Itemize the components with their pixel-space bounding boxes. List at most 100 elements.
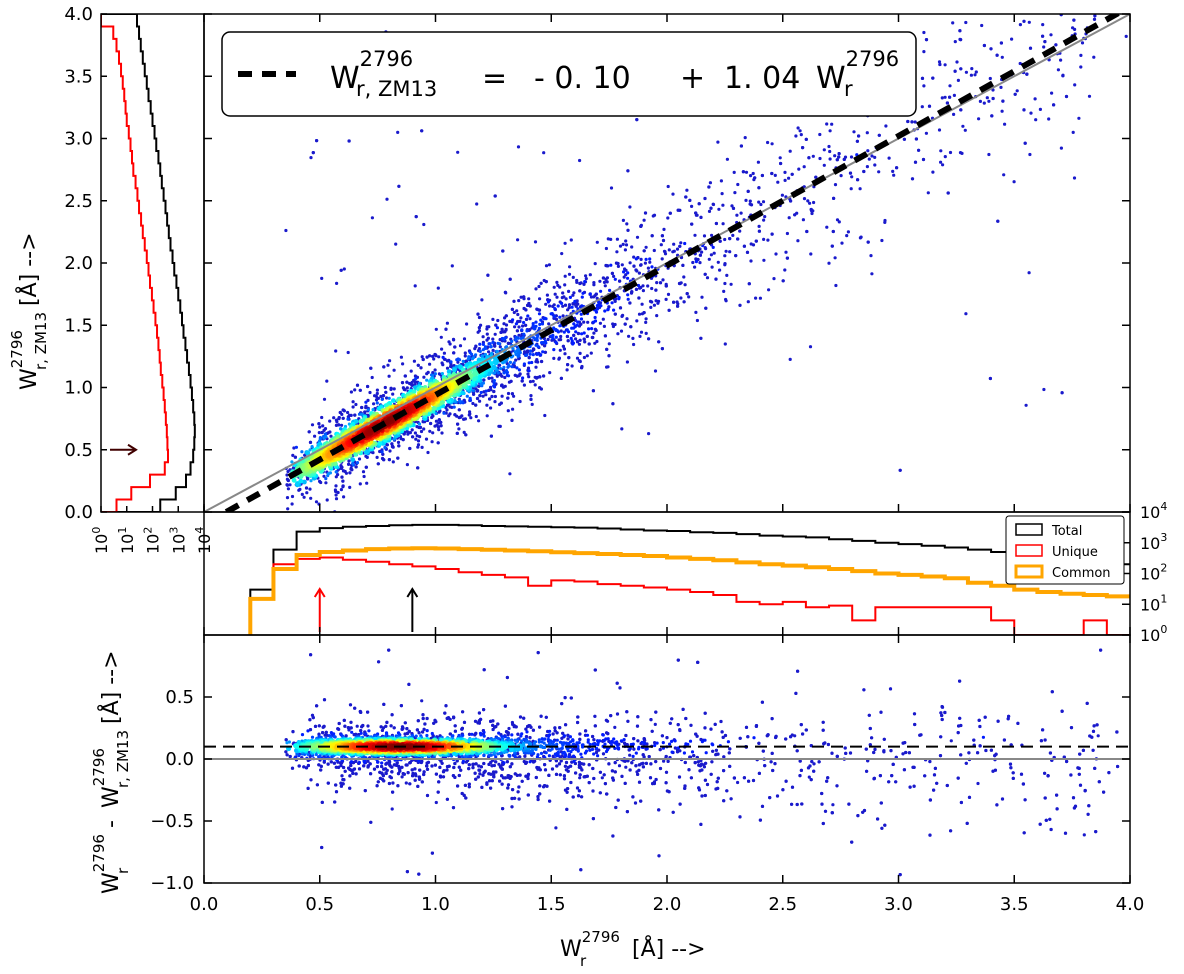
scatter-point xyxy=(723,733,728,738)
scatter-point xyxy=(913,120,917,124)
scatter-point xyxy=(521,324,525,328)
scatter-point xyxy=(527,375,531,379)
scatter-point xyxy=(1001,99,1005,103)
scatter-point xyxy=(536,797,540,802)
scatter-point xyxy=(1038,107,1042,111)
scatter-point xyxy=(598,321,603,325)
scatter-point xyxy=(798,129,802,133)
scatter-point xyxy=(972,738,976,742)
scatter-point xyxy=(884,124,888,128)
scatter-point xyxy=(833,183,838,187)
scatter-point xyxy=(349,390,353,394)
scatter-point xyxy=(720,192,724,196)
scatter-point xyxy=(617,764,622,768)
scatter-point xyxy=(814,175,818,179)
scatter-point xyxy=(518,399,522,404)
scatter-point xyxy=(628,301,632,305)
scatter-point xyxy=(437,355,441,359)
scatter-point xyxy=(431,371,435,375)
scatter-point xyxy=(544,715,548,719)
scatter-point xyxy=(778,156,782,160)
scatter-point xyxy=(410,380,414,384)
scatter-point xyxy=(865,165,870,169)
scatter-point xyxy=(920,76,925,80)
scatter-point xyxy=(348,485,352,489)
scatter-point xyxy=(906,119,910,124)
scatter-point xyxy=(329,434,333,438)
scatter-point xyxy=(547,263,552,267)
scatter-point xyxy=(711,245,715,249)
scatter-point xyxy=(538,297,542,301)
scatter-point xyxy=(671,192,675,196)
scatter-point xyxy=(828,149,832,154)
scatter-point xyxy=(434,419,438,423)
scatter-point xyxy=(704,306,708,310)
scatter-point xyxy=(1013,92,1017,96)
scatter-point xyxy=(682,300,686,304)
scatter-point xyxy=(458,415,462,419)
scatter-point xyxy=(558,348,562,352)
scatter-point xyxy=(679,241,683,245)
scatter-point xyxy=(483,352,488,357)
scatter-point xyxy=(744,198,748,202)
scatter-point xyxy=(938,62,942,67)
scatter-point xyxy=(724,297,728,302)
scatter-point xyxy=(1054,43,1058,47)
scatter-point xyxy=(491,317,495,321)
scatter-point xyxy=(416,439,421,443)
scatter-point xyxy=(510,392,514,396)
scatter-point xyxy=(579,317,584,321)
scatter-point xyxy=(661,238,666,243)
scatter-point xyxy=(563,283,567,287)
left-hist-plot-area xyxy=(101,14,204,512)
scatter-point xyxy=(474,414,478,419)
scatter-point xyxy=(591,389,596,393)
scatter-point xyxy=(647,432,651,436)
scatter-point xyxy=(504,323,509,327)
scatter-point xyxy=(707,185,711,189)
scatter-point xyxy=(366,724,370,728)
scatter-point xyxy=(666,292,671,296)
scatter-point xyxy=(603,284,607,288)
scatter-point xyxy=(521,376,525,380)
scatter-point xyxy=(632,342,636,347)
scatter-point xyxy=(285,496,290,500)
scatter-point xyxy=(788,357,792,361)
scatter-point xyxy=(346,417,350,421)
scatter-point xyxy=(286,507,290,511)
scatter-point xyxy=(694,260,699,264)
scatter-point xyxy=(635,269,639,273)
scatter-point xyxy=(436,790,440,794)
scatter-point xyxy=(653,369,658,373)
scatter-point xyxy=(512,299,516,303)
scatter-point xyxy=(561,304,565,308)
scatter-point xyxy=(411,435,415,439)
scatter-point xyxy=(1041,23,1045,27)
scatter-point xyxy=(738,736,742,740)
scatter-point xyxy=(611,402,615,406)
scatter-point xyxy=(510,318,515,322)
scatter-point xyxy=(546,337,550,342)
scatter-point xyxy=(1116,764,1120,769)
scatter-point xyxy=(482,378,486,382)
scatter-point xyxy=(873,163,877,167)
scatter-point xyxy=(835,158,839,162)
scatter-point xyxy=(493,344,497,348)
scatter-point xyxy=(313,434,317,438)
scatter-point xyxy=(623,267,627,271)
scatter-point xyxy=(389,724,393,728)
scatter-point xyxy=(470,357,475,361)
scatter-point xyxy=(339,488,343,492)
scatter-point xyxy=(620,263,624,267)
scatter-point xyxy=(506,786,510,790)
scatter-point xyxy=(1043,796,1047,800)
scatter-point xyxy=(626,293,630,297)
scatter-point xyxy=(770,751,774,756)
scatter-point xyxy=(446,398,452,404)
scatter-point xyxy=(516,238,520,242)
scatter-point xyxy=(1029,111,1033,115)
scatter-point xyxy=(785,231,790,236)
scatter-point xyxy=(364,400,368,404)
scatter-point xyxy=(470,352,474,356)
